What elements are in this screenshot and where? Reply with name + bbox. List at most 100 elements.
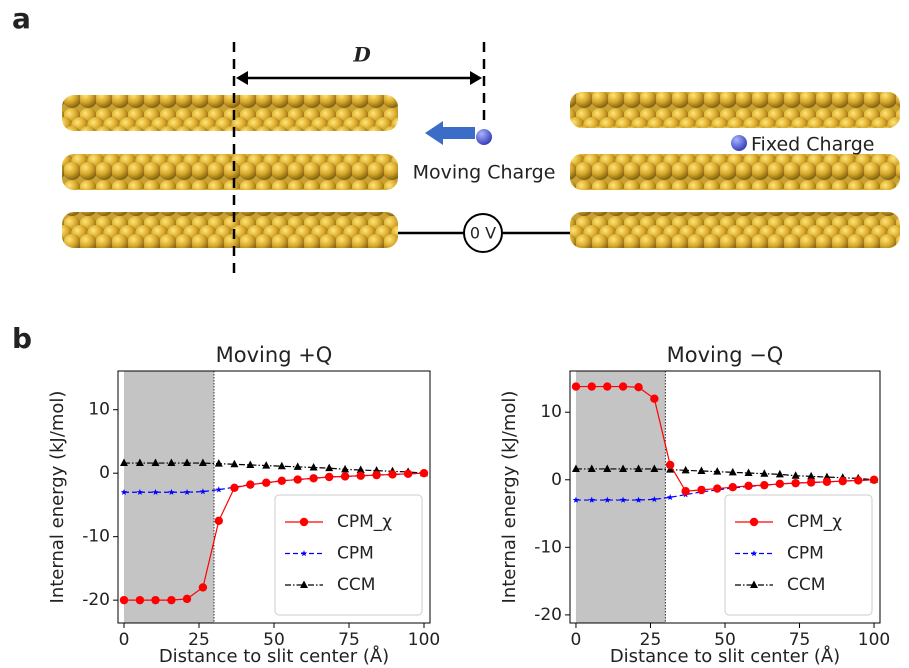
point <box>667 494 673 500</box>
figure: a D Moving Charge Fixed Charge 0 V b 025… <box>0 0 909 668</box>
point <box>199 583 207 591</box>
point <box>839 477 847 485</box>
y-tick-label: 0 <box>99 463 110 483</box>
point <box>388 470 396 478</box>
point <box>357 472 365 480</box>
point <box>216 486 222 492</box>
point <box>791 479 799 487</box>
charts: 0255075100-20-10010Moving +QDistance to … <box>47 343 890 667</box>
point <box>183 595 191 603</box>
chart-title: Moving +Q <box>216 343 333 367</box>
point <box>854 476 862 484</box>
point <box>682 466 690 474</box>
point <box>310 463 318 471</box>
legend-label: CCM <box>787 575 825 595</box>
move-arrow <box>425 121 475 145</box>
point <box>325 464 333 472</box>
x-tick-label: 100 <box>408 630 440 650</box>
fixed-charge <box>731 135 747 151</box>
y-tick-label: 10 <box>88 400 110 420</box>
slab <box>62 212 398 248</box>
fixed-charge-label: Fixed Charge <box>751 134 874 156</box>
point <box>246 460 254 468</box>
x-tick-label: 100 <box>858 630 890 650</box>
point <box>167 596 175 604</box>
panel-label: a <box>12 2 31 35</box>
point <box>230 460 238 468</box>
point <box>215 517 223 525</box>
point <box>681 487 689 495</box>
point <box>745 469 753 477</box>
point <box>807 478 815 486</box>
point <box>697 466 705 474</box>
x-tick-label: 0 <box>119 630 130 650</box>
point <box>729 468 737 476</box>
point <box>341 465 349 473</box>
point <box>776 480 784 488</box>
y-tick-label: 0 <box>551 470 562 490</box>
diagram: a D Moving Charge Fixed Charge 0 V b <box>12 2 900 355</box>
point <box>309 474 317 482</box>
slab <box>62 95 398 131</box>
point <box>120 596 128 604</box>
point <box>588 382 596 390</box>
point <box>372 471 380 479</box>
slab <box>570 92 900 128</box>
point <box>294 475 302 483</box>
point <box>823 478 831 486</box>
x-axis-label: Distance to slit center (Å) <box>610 645 840 667</box>
slab <box>62 154 398 190</box>
point <box>760 481 768 489</box>
slab <box>570 212 900 248</box>
point <box>729 483 737 491</box>
point <box>278 462 286 470</box>
y-axis-label: Internal energy (kJ/mol) <box>47 391 68 604</box>
point <box>262 461 270 469</box>
legend-label: CPM_χ <box>337 512 392 532</box>
point <box>744 482 752 490</box>
point <box>776 470 784 478</box>
chart: 0255075100-20-10010Moving −QDistance to … <box>499 343 890 667</box>
point <box>603 382 611 390</box>
distance-label: D <box>352 43 371 67</box>
y-tick-label: -20 <box>82 590 110 610</box>
panel-label: b <box>12 322 32 355</box>
moving-charge-label: Moving Charge <box>413 162 556 184</box>
point <box>760 469 768 477</box>
point <box>246 480 254 488</box>
y-tick-label: -20 <box>534 605 562 625</box>
point <box>262 479 270 487</box>
legend-label: CCM <box>337 575 375 595</box>
point <box>792 471 800 479</box>
point <box>634 383 642 391</box>
x-axis-label: Distance to slit center (Å) <box>159 645 389 667</box>
y-tick-label: -10 <box>534 537 562 557</box>
y-tick-label: -10 <box>82 527 110 547</box>
point <box>230 484 238 492</box>
moving-charge <box>476 129 492 145</box>
chart-title: Moving −Q <box>667 343 784 367</box>
point <box>294 462 302 470</box>
legend-label: CPM <box>787 544 824 564</box>
point <box>151 596 159 604</box>
point <box>404 470 412 478</box>
x-tick-label: 0 <box>571 630 582 650</box>
shaded-region <box>576 371 665 623</box>
legend-marker <box>300 518 308 526</box>
point <box>650 394 658 402</box>
slab <box>570 154 900 190</box>
point <box>697 486 705 494</box>
point <box>420 469 428 477</box>
point <box>619 382 627 390</box>
y-tick-label: 10 <box>540 402 562 422</box>
point <box>713 484 721 492</box>
point <box>807 472 815 480</box>
legend-label: CPM_χ <box>787 512 842 532</box>
point <box>325 473 333 481</box>
point <box>278 477 286 485</box>
point <box>713 467 721 475</box>
point <box>666 461 674 469</box>
voltage-label: 0 V <box>470 224 496 243</box>
legend-marker <box>750 518 758 526</box>
